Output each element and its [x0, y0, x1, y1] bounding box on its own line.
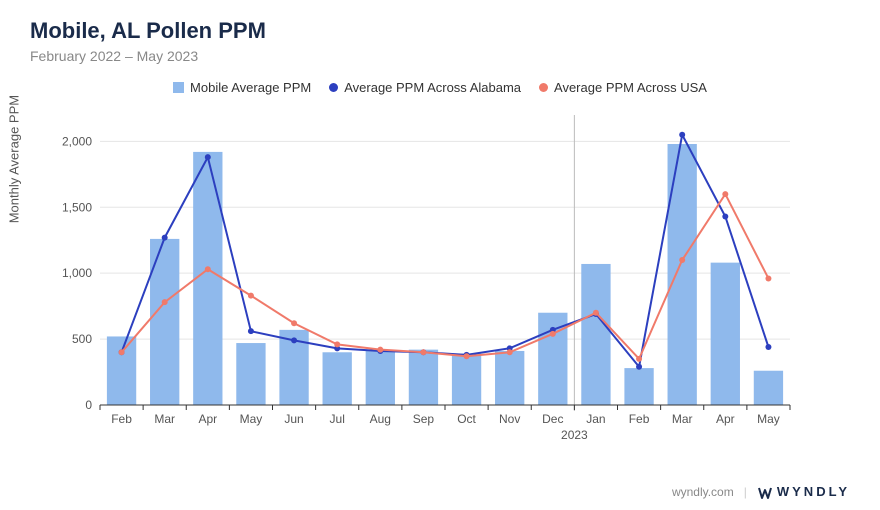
- svg-text:Aug: Aug: [370, 412, 391, 426]
- legend-item-bar: Mobile Average PPM: [173, 80, 311, 95]
- svg-text:0: 0: [85, 398, 92, 412]
- svg-text:Feb: Feb: [629, 412, 650, 426]
- svg-text:1,000: 1,000: [62, 266, 92, 280]
- legend-item-line-1: Average PPM Across USA: [539, 80, 707, 95]
- svg-text:Oct: Oct: [457, 412, 476, 426]
- svg-text:Jan: Jan: [586, 412, 605, 426]
- svg-text:Jun: Jun: [284, 412, 303, 426]
- footer-url: wyndly.com: [672, 485, 734, 499]
- svg-text:Mar: Mar: [672, 412, 693, 426]
- legend-swatch-icon: [539, 83, 548, 92]
- legend-swatch-icon: [173, 82, 184, 93]
- svg-text:Sep: Sep: [413, 412, 435, 426]
- svg-text:May: May: [240, 412, 263, 426]
- brand-logo-icon: [757, 486, 773, 500]
- chart-title: Mobile, AL Pollen PPM: [30, 18, 850, 44]
- legend-label: Average PPM Across USA: [554, 80, 707, 95]
- svg-text:Apr: Apr: [716, 412, 735, 426]
- svg-text:1,500: 1,500: [62, 200, 92, 214]
- legend-swatch-icon: [329, 83, 338, 92]
- chart-plot: 0 500 1,000 1,500 2,000 Feb Mar Apr May Jun Jul Aug…: [30, 105, 810, 455]
- legend-item-line-0: Average PPM Across Alabama: [329, 80, 521, 95]
- svg-text:Nov: Nov: [499, 412, 520, 426]
- brand: WYNDLY: [757, 484, 850, 500]
- svg-text:Jul: Jul: [330, 412, 345, 426]
- chart-subtitle: February 2022 – May 2023: [30, 48, 850, 64]
- svg-text:500: 500: [72, 332, 92, 346]
- svg-text:2023: 2023: [561, 428, 588, 442]
- svg-text:Dec: Dec: [542, 412, 563, 426]
- footer: wyndly.com | WYNDLY: [672, 484, 850, 500]
- svg-text:Feb: Feb: [111, 412, 132, 426]
- legend: Mobile Average PPM Average PPM Across Ala…: [30, 80, 850, 95]
- legend-label: Mobile Average PPM: [190, 80, 311, 95]
- legend-label: Average PPM Across Alabama: [344, 80, 521, 95]
- footer-divider: |: [744, 485, 747, 499]
- svg-text:Mar: Mar: [154, 412, 175, 426]
- brand-text: WYNDLY: [777, 484, 850, 499]
- y-axis-label: Monthly Average PPM: [7, 95, 22, 223]
- svg-text:2,000: 2,000: [62, 134, 92, 148]
- svg-text:Apr: Apr: [198, 412, 217, 426]
- svg-text:May: May: [757, 412, 780, 426]
